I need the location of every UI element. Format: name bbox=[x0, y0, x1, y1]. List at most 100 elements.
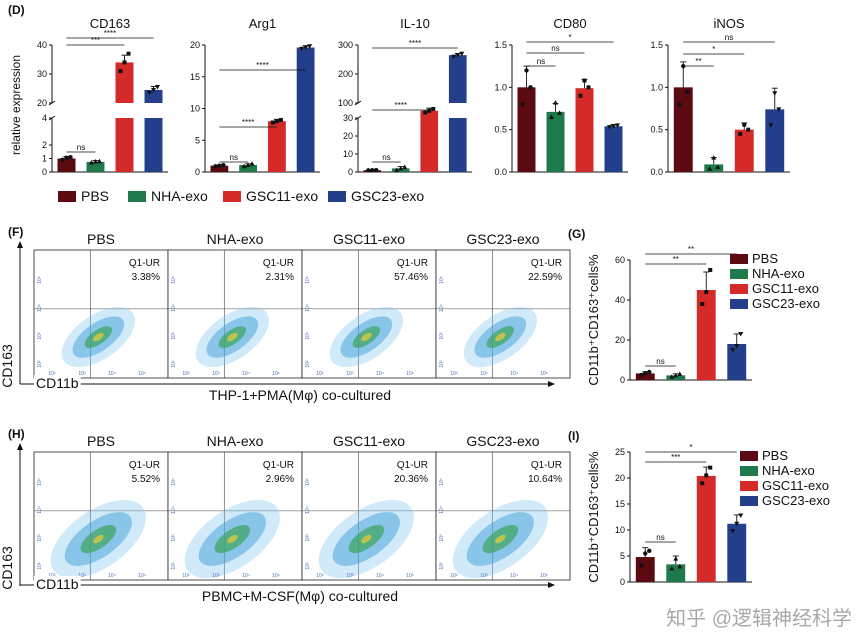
inos-bar-gsc23-exo bbox=[765, 109, 785, 172]
quant-g-point bbox=[738, 332, 744, 337]
quant-g-point bbox=[647, 369, 652, 375]
il10-point bbox=[455, 53, 461, 58]
flow-f-pbs-xtick: 10³ bbox=[78, 371, 86, 377]
cd163-tick-label: 20 bbox=[37, 98, 47, 108]
inos-sig-0: ** bbox=[695, 57, 701, 66]
flow-h-gsc11-exo-percentage: 20.36% bbox=[394, 474, 428, 485]
flow-h-nha-exo-xtick: 10⁵ bbox=[272, 573, 280, 579]
flow-h-gsc23-exo-xtick: 10⁵ bbox=[540, 573, 548, 579]
flow-f-condition: THP-1+PMA(Mφ) co-cultured bbox=[209, 387, 391, 403]
legend-g-label-nha-exo: NHA-exo bbox=[752, 266, 805, 281]
inos-point bbox=[772, 91, 778, 96]
cd80-point bbox=[586, 85, 591, 90]
arg1-title: Arg1 bbox=[249, 16, 276, 31]
inos-point bbox=[746, 127, 751, 132]
inos-sig-2: ns bbox=[725, 33, 733, 42]
flow-h-gsc11-exo-ytick: 10⁵ bbox=[305, 478, 311, 486]
arg1-point bbox=[270, 120, 275, 125]
cd163-sig-1: *** bbox=[91, 36, 100, 45]
cd163-point bbox=[147, 90, 152, 96]
cd80-point bbox=[557, 110, 562, 115]
flow-h-gsc23-exo-ytick: 10⁴ bbox=[439, 506, 445, 514]
cd80-bar-gsc23-exo bbox=[604, 126, 623, 172]
flow-h-gsc23-exo-xtick: 10² bbox=[450, 573, 458, 579]
legend-g-label-gsc11-exo: GSC11-exo bbox=[752, 281, 819, 296]
flow-f-pbs-xtick: 10⁴ bbox=[108, 371, 116, 377]
cd80-sig-2: * bbox=[568, 33, 571, 42]
quant-i-tick-label: 5 bbox=[620, 551, 625, 561]
flow-h-nha-exo-percentage: 2.96% bbox=[266, 474, 294, 485]
cd80-bar-pbs bbox=[517, 87, 536, 172]
flow-f-nha-exo-frame bbox=[167, 249, 303, 379]
flow-h-gsc23-exo-percentage: 10.64% bbox=[528, 474, 562, 485]
legend-i-label-pbs: PBS bbox=[762, 448, 788, 463]
flow-h-xaxis-label: CD11b bbox=[36, 576, 79, 592]
quant-g-bar-gsc23-exo bbox=[727, 344, 747, 380]
arg1-point bbox=[249, 161, 255, 166]
arg1-sig-2: **** bbox=[256, 61, 268, 70]
quant-g-tick-label: 0 bbox=[620, 375, 625, 385]
flow-h-nha-exo-xtick: 10³ bbox=[212, 573, 220, 579]
flow-f-pbs-percentage: 3.38% bbox=[132, 272, 160, 283]
legend-d-label-gsc23-exo: GSC23-exo bbox=[351, 188, 424, 204]
flow-h-gsc11-exo-density-peak bbox=[361, 534, 372, 544]
arg1-bar-gsc11-exo bbox=[267, 121, 286, 172]
flow-f-gsc11-exo-ytick: 10⁵ bbox=[305, 276, 311, 284]
flow-f-gsc11-exo-xtick: 10⁴ bbox=[376, 371, 384, 377]
quant-g-sig-2: ** bbox=[688, 245, 694, 254]
panel-label-d: (D) bbox=[8, 3, 25, 17]
flow-f-gsc11-exo-ytick: 10³ bbox=[305, 332, 311, 340]
flow-f-nha-exo-xtick: 10² bbox=[182, 371, 190, 377]
legend-i-swatch-gsc23-exo bbox=[740, 496, 758, 506]
flow-h-pbs-ytick: 10² bbox=[37, 562, 43, 570]
inos-bar-pbs bbox=[673, 87, 693, 172]
quant-g-point bbox=[677, 371, 683, 376]
quant-i-point bbox=[738, 513, 744, 518]
arg1-point bbox=[299, 46, 305, 52]
flow-f-pbs-ytick: 10² bbox=[37, 360, 43, 368]
il10-point bbox=[366, 168, 371, 173]
legend-i-swatch-pbs bbox=[740, 451, 758, 461]
legend-i-label-gsc11-exo: GSC11-exo bbox=[762, 478, 829, 493]
flow-h-gsc11-exo-xtick: 10⁴ bbox=[376, 573, 384, 579]
il10-tick-label: 300 bbox=[338, 40, 353, 50]
flow-f-nha-exo-density-peak bbox=[227, 332, 238, 342]
flow-f-nha-exo-ytick: 10³ bbox=[171, 332, 177, 340]
flow-h-gsc11-exo-xtick: 10² bbox=[316, 573, 324, 579]
il10-point bbox=[423, 110, 428, 115]
flow-h-nha-exo-density-peak bbox=[227, 534, 238, 544]
cd80-point bbox=[582, 78, 587, 83]
cd80-point bbox=[524, 68, 529, 73]
quant-i-point bbox=[704, 473, 709, 478]
il10-bar-gsc23-exo bbox=[448, 55, 467, 103]
flow-f-nha-exo-ytick: 10⁴ bbox=[171, 304, 177, 312]
flow-h-gsc23-exo-ytick: 10² bbox=[439, 562, 445, 570]
il10-tick-label: 30 bbox=[343, 113, 353, 123]
legend-d-swatch-gsc23-exo bbox=[328, 191, 346, 202]
il10-bar-gsc23-exo-low bbox=[448, 118, 467, 172]
flow-h-pbs-percentage: 5.52% bbox=[132, 474, 160, 485]
flow-h-nha-exo-ytick: 10² bbox=[171, 562, 177, 570]
flow-f-pbs-quadrant: Q1-UR bbox=[129, 258, 160, 269]
legend-d-swatch-pbs bbox=[58, 191, 76, 202]
flow-h-pbs-quadrant: Q1-UR bbox=[129, 460, 160, 471]
cd80-tick-label: 1.0 bbox=[494, 82, 507, 92]
inos-bar-gsc11-exo bbox=[734, 129, 754, 172]
il10-tick-label: 100 bbox=[338, 98, 353, 108]
flow-f-gsc23-exo-frame bbox=[435, 249, 571, 379]
watermark: 知乎 @逻辑神经科学 bbox=[666, 607, 852, 630]
quant-g-bar-nha-exo bbox=[666, 375, 686, 380]
quant-g-point bbox=[708, 268, 713, 272]
il10-point bbox=[370, 168, 375, 173]
flow-h-nha-exo-xtick: 10² bbox=[182, 573, 190, 579]
flow-h-pbs-ytick: 10⁵ bbox=[37, 478, 43, 486]
flow-h-nha-exo-quadrant: Q1-UR bbox=[263, 460, 294, 471]
flow-h-pbs-ytick: 10³ bbox=[37, 534, 43, 542]
flow-h-gsc23-exo-title: GSC23-exo bbox=[466, 433, 539, 449]
flow-f-nha-exo-ytick: 10⁵ bbox=[171, 276, 177, 284]
inos-point bbox=[711, 155, 717, 160]
arg1-bar-nha-exo bbox=[239, 165, 258, 172]
il10-point bbox=[431, 107, 436, 111]
cd163-bar-pbs bbox=[57, 158, 76, 172]
panel-label-f: (F) bbox=[8, 225, 23, 239]
